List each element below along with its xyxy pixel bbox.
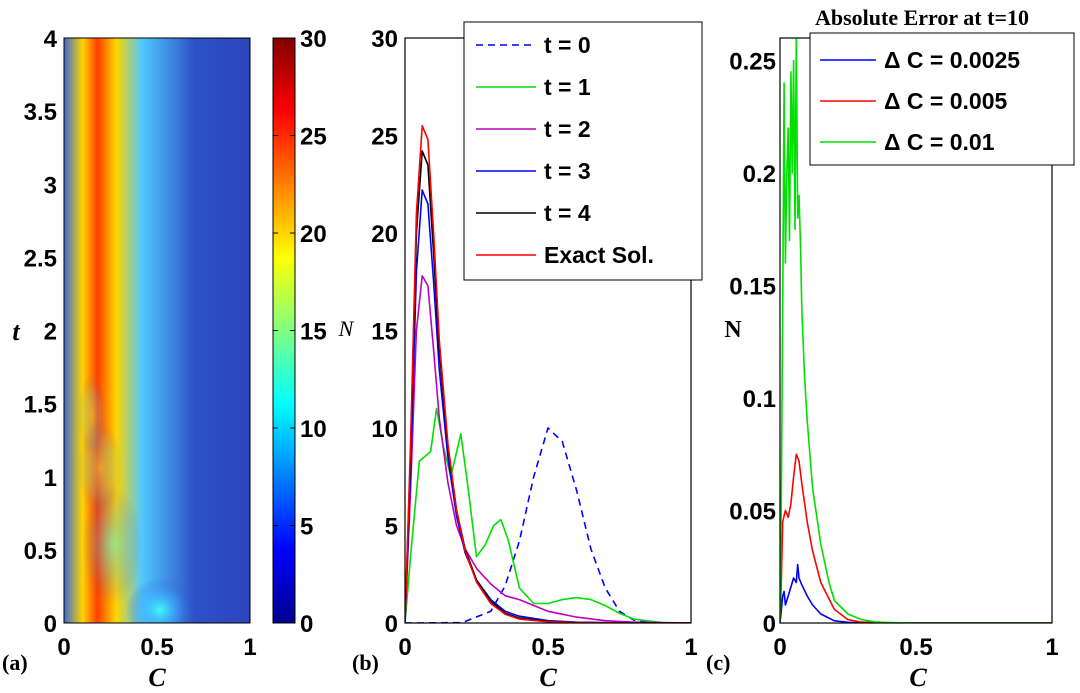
legend-label: Δ C = 0.0025 <box>884 47 1020 73</box>
y-tick-label: 0.2 <box>743 161 776 188</box>
colorbar-tick-label: 15 <box>300 319 327 346</box>
y-tick-label: 1 <box>44 465 57 492</box>
y-tick-label: 10 <box>371 416 398 443</box>
y-tick-label: 3 <box>44 172 57 199</box>
legend-entries: Δ C = 0.0025 Δ C = 0.005 Δ C = 0.01 <box>820 47 1020 155</box>
x-tick-label: 0 <box>773 634 786 661</box>
chart-title: Absolute Error at t=10 <box>815 5 1029 30</box>
panel-label: (c) <box>706 650 730 675</box>
y-tick-labels: 0 0.05 0.1 0.15 0.2 0.25 <box>729 49 776 639</box>
y-tick-label: 0.25 <box>729 49 776 76</box>
heatmap-field <box>64 38 250 623</box>
heatmap-blob <box>78 375 106 455</box>
x-tick-label: 0.5 <box>531 634 564 661</box>
colorbar-tick-label: 5 <box>300 514 313 541</box>
y-tick-label: 3.5 <box>24 99 57 126</box>
y-tick-label: 0.05 <box>729 499 776 526</box>
panel-label: (b) <box>352 650 379 675</box>
y-tick-label: 0 <box>385 611 398 638</box>
x-axis-label: C <box>909 663 927 692</box>
heatmap-blob <box>126 578 194 623</box>
legend-b: t = 0 t = 1 t = 2 t = 3 t = 4 Exact Sol. <box>463 21 703 281</box>
series-line <box>780 563 1052 623</box>
colorbar-tick-labels: 0 5 10 15 20 25 30 <box>273 26 327 638</box>
x-tick-label: 0 <box>57 634 70 661</box>
y-tick-label: 0.1 <box>743 386 776 413</box>
legend-box <box>463 21 703 281</box>
y-tick-label: 20 <box>371 221 398 248</box>
legend-label: Exact Sol. <box>544 242 654 268</box>
y-tick-label: 2 <box>44 319 57 346</box>
x-tick-label: 0 <box>398 634 411 661</box>
x-tick-labels: 0 0.5 1 <box>773 634 1058 661</box>
y-tick-labels: 0 5 10 15 20 25 30 <box>371 26 398 638</box>
colorbar-tick-label: 25 <box>300 124 327 151</box>
y-tick-label: 0 <box>763 611 776 638</box>
colorbar-tick-label: 0 <box>300 611 313 638</box>
y-tick-labels: 0 0.5 1 1.5 2 2.5 3 3.5 4 <box>24 26 58 638</box>
x-tick-label: 1 <box>243 634 256 661</box>
x-axis-label: C <box>148 663 166 692</box>
series-line <box>405 125 691 623</box>
y-tick-label: 5 <box>385 514 398 541</box>
legend-label: t = 3 <box>544 158 591 184</box>
y-tick-label: 0.15 <box>729 274 776 301</box>
x-axis-label: C <box>539 663 557 692</box>
legend-entries: t = 0 t = 1 t = 2 t = 3 t = 4 Exact Sol. <box>476 32 654 268</box>
panel-a: 00.511.522.533.54 0 0.5 1 t C (a) 05101520… <box>2 26 327 692</box>
legend-label: t = 2 <box>544 116 591 142</box>
colorbar-tick-label: 10 <box>300 416 327 443</box>
legend-c: Δ C = 0.0025 Δ C = 0.005 Δ C = 0.01 <box>809 32 1075 166</box>
y-tick-label: 1.5 <box>24 392 57 419</box>
x-tick-label: 1 <box>684 634 697 661</box>
y-tick-label: 25 <box>371 124 398 151</box>
panel-label: (a) <box>2 650 28 675</box>
y-tick-label: 15 <box>371 319 398 346</box>
legend-label: t = 1 <box>544 74 591 100</box>
legend-label: Δ C = 0.01 <box>884 129 995 155</box>
series-line <box>780 38 1052 623</box>
legend-box <box>809 32 1075 166</box>
legend-label: Δ C = 0.005 <box>884 88 1008 114</box>
y-tick-label: 2.5 <box>24 245 57 272</box>
y-axis-label: N <box>338 316 355 341</box>
y-axis-label: t <box>12 317 20 346</box>
series-line <box>780 453 1052 623</box>
y-tick-label: 30 <box>371 26 398 53</box>
panel-c: Absolute Error at t=10 0 0.05 0.1 0.15 0.2 0.… <box>706 5 1075 692</box>
colorbar-tick-label: 20 <box>300 221 327 248</box>
series-line <box>405 275 691 623</box>
legend-label: t = 0 <box>544 32 591 58</box>
colorbar-tick-label: 30 <box>300 26 327 53</box>
y-tick-label: 4 <box>44 26 58 53</box>
y-tick-label: 0.5 <box>24 538 57 565</box>
x-tick-labels: 0 0.5 1 <box>57 634 256 661</box>
legend-label: t = 4 <box>544 200 591 226</box>
y-tick-label: 0 <box>44 611 57 638</box>
plot-area-c <box>780 38 1052 623</box>
heatmap-frame <box>63 37 251 624</box>
plot-area-b <box>405 125 691 623</box>
x-tick-label: 1 <box>1045 634 1058 661</box>
x-tick-labels: 0 0.5 1 <box>398 634 697 661</box>
y-axis-label: N <box>724 317 742 343</box>
x-tick-label: 0.5 <box>140 634 173 661</box>
series-line <box>405 407 691 623</box>
x-tick-label: 0.5 <box>899 634 932 661</box>
